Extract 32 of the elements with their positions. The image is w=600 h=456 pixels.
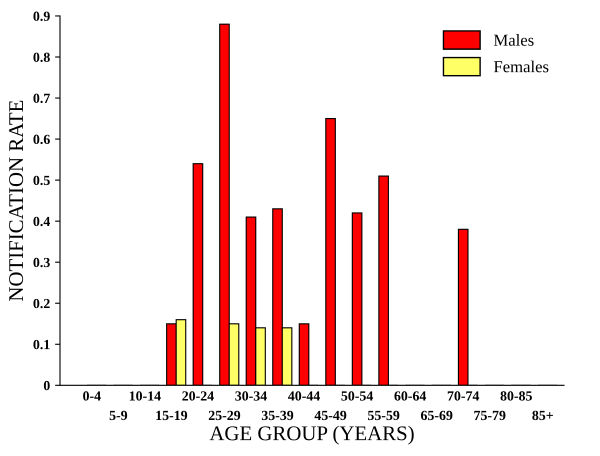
x-tick-label: 20-24 — [182, 391, 214, 401]
x-tick-label: 70-74 — [448, 391, 480, 401]
x-tick-label: 55-59 — [368, 410, 400, 420]
legend-label: Females — [494, 60, 548, 72]
y-tick-label: 0.3 — [33, 258, 50, 268]
x-tick-label: 65-69 — [420, 410, 452, 420]
legend-label: Males — [494, 34, 534, 46]
x-tick-label: 30-34 — [235, 391, 267, 401]
x-tick-label: 75-79 — [474, 410, 506, 420]
y-tick-label: 0.5 — [33, 176, 50, 186]
x-tick-label: 15-19 — [156, 410, 188, 420]
x-axis-title: AGE GROUP (YEARS) — [210, 426, 414, 445]
y-axis-title: NOTIFICATION RATE — [9, 100, 24, 302]
x-tick-label: 80-85 — [500, 391, 532, 401]
x-tick-label: 5-9 — [110, 410, 128, 420]
x-tick-label: 40-44 — [288, 391, 320, 401]
y-tick-label: 0.8 — [33, 52, 50, 62]
y-tick-label: 0.7 — [33, 94, 50, 104]
x-tick-label: 35-39 — [262, 410, 294, 420]
x-tick-label: 25-29 — [208, 410, 240, 420]
y-tick-label: 0.2 — [33, 298, 50, 308]
y-tick-label: 0.9 — [33, 12, 50, 21]
y-tick-label: 0 — [44, 380, 50, 390]
x-tick-label: 50-54 — [341, 391, 374, 401]
x-tick-label: 60-64 — [394, 391, 426, 401]
y-tick-label: 0.1 — [33, 340, 50, 350]
x-tick-label: 0-4 — [83, 391, 101, 401]
x-tick-label: 45-49 — [314, 410, 346, 420]
x-tick-label: 10-14 — [130, 391, 161, 401]
y-tick-label: 0.4 — [33, 216, 50, 226]
y-tick-label: 0.6 — [33, 134, 50, 144]
x-tick-label: 85+ — [532, 410, 553, 420]
